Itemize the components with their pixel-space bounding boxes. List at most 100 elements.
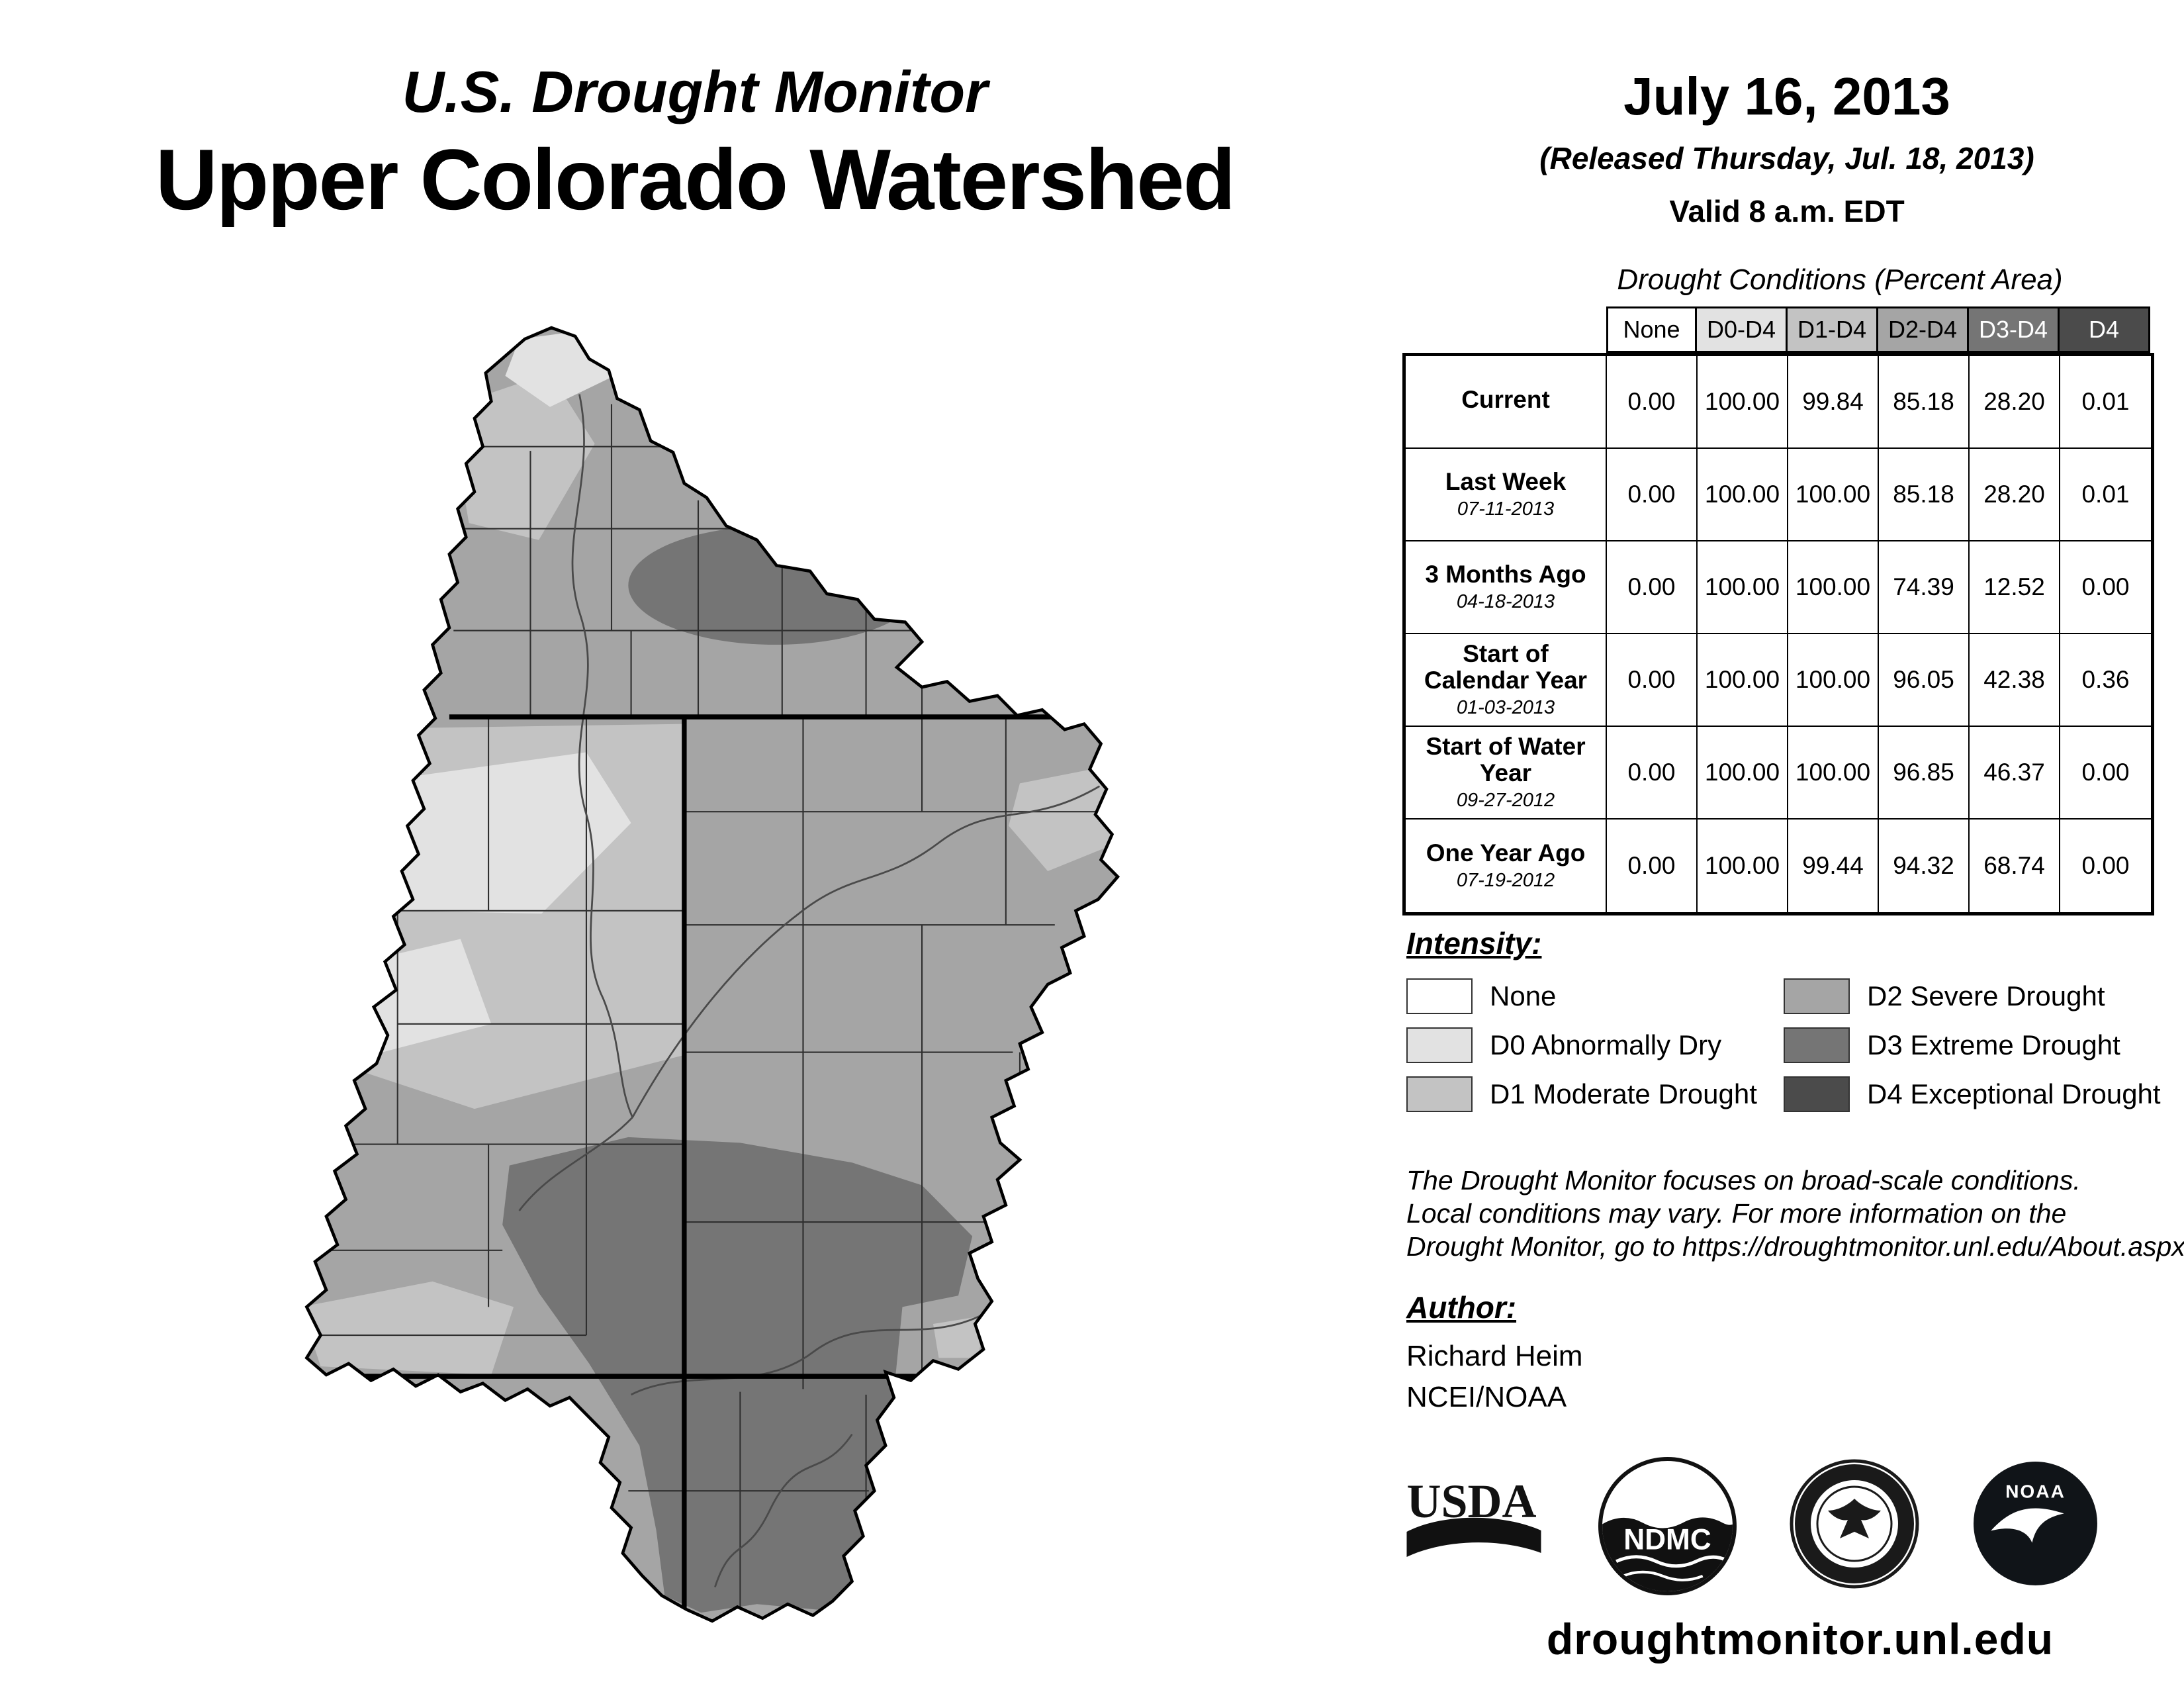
row-label: 3 Months Ago 04-18-2013	[1406, 541, 1607, 634]
ndmc-logo: NDMC	[1596, 1455, 1739, 1598]
table-value: 100.00	[1788, 634, 1879, 727]
table-value: 100.00	[1698, 541, 1788, 634]
commerce-seal-logo	[1788, 1458, 1921, 1590]
row-label: Current	[1406, 356, 1607, 449]
column-header-none: None	[1606, 306, 1697, 353]
table-value: 100.00	[1698, 634, 1788, 727]
table-value: 0.00	[1607, 449, 1698, 541]
d1-region-southwest	[306, 1281, 514, 1375]
d0-region-west-band	[362, 752, 631, 914]
table-value: 96.05	[1879, 634, 1970, 727]
table-value: 0.00	[1607, 820, 1698, 912]
legend-item-d0: D0 Abnormally Dry	[1406, 1027, 1784, 1063]
table-value: 0.00	[2060, 541, 2151, 634]
author-block: Author: Richard Heim NCEI/NOAA	[1406, 1289, 1583, 1414]
column-header-d1d4: D1-D4	[1788, 306, 1878, 353]
noaa-logo: NOAA	[1971, 1459, 2101, 1589]
river-lines	[518, 394, 1101, 1588]
legend-label: D1 Moderate Drought	[1490, 1078, 1757, 1109]
table-value: 0.01	[2060, 356, 2151, 449]
legend-item-d4: D4 Exceptional Drought	[1784, 1076, 2181, 1112]
county-lines	[306, 404, 1118, 1611]
table-value: 85.18	[1879, 449, 1970, 541]
row-label-date: 07-19-2012	[1456, 870, 1555, 892]
table-value: 99.84	[1788, 356, 1879, 449]
report-kicker: U.S. Drought Monitor	[402, 59, 988, 124]
column-header-d2d4: D2-D4	[1878, 306, 1969, 353]
table-value: 100.00	[1698, 727, 1788, 820]
table-value: 100.00	[1788, 727, 1879, 820]
intensity-legend: Intensity: None D2 Severe Drought D0 Abn…	[1406, 925, 2181, 1112]
table-header-row: None D0-D4 D1-D4 D2-D4 D3-D4 D4	[1606, 306, 2150, 353]
table-value: 100.00	[1788, 541, 1879, 634]
drought-conditions-table: Current 0.00 100.00 99.84 85.18 28.20 0.…	[1402, 353, 2154, 915]
ndmc-logo-text: NDMC	[1623, 1524, 1711, 1556]
usda-logo: USDA	[1402, 1475, 1546, 1574]
table-value: 28.20	[1970, 449, 2060, 541]
table-value: 0.00	[1607, 356, 1698, 449]
author-heading: Author:	[1406, 1290, 1517, 1325]
table-value: 0.00	[1607, 727, 1698, 820]
legend-label: None	[1490, 980, 1557, 1011]
d0-swatch	[1406, 1027, 1473, 1063]
d3-swatch	[1784, 1027, 1850, 1063]
row-label-date: 07-11-2013	[1457, 498, 1555, 520]
row-label-text: Start of Calendar Year	[1424, 640, 1588, 694]
legend-label: D3 Extreme Drought	[1867, 1029, 2120, 1060]
table-value: 0.00	[2060, 820, 2151, 912]
d3-region-north	[628, 526, 923, 645]
legend-label: D0 Abnormally Dry	[1490, 1029, 1722, 1060]
table-value: 100.00	[1698, 356, 1788, 449]
table-value: 96.85	[1879, 727, 1970, 820]
noaa-logo-text: NOAA	[2005, 1481, 2066, 1501]
author-org: NCEI/NOAA	[1406, 1381, 1567, 1413]
table-value: 42.38	[1970, 634, 2060, 727]
row-label-date: 04-18-2013	[1456, 591, 1555, 613]
legend-item-d3: D3 Extreme Drought	[1784, 1027, 2181, 1063]
watershed-map-svg	[304, 326, 1120, 1623]
table-value: 0.00	[1607, 541, 1698, 634]
row-label: Start of Calendar Year 01-03-2013	[1406, 634, 1607, 727]
author-name: Richard Heim	[1406, 1340, 1583, 1372]
table-value: 94.32	[1879, 820, 1970, 912]
row-label-text: Current	[1461, 386, 1550, 414]
disclaimer-text: The Drought Monitor focuses on broad-sca…	[1406, 1165, 2184, 1262]
drought-map	[265, 316, 1132, 1632]
map-date: July 16, 2013	[1623, 67, 1950, 126]
table-value: 100.00	[1698, 820, 1788, 912]
d1-region-northwest	[449, 373, 595, 540]
legend-item-none: None	[1406, 978, 1784, 1014]
table-value: 99.44	[1788, 820, 1879, 912]
none-swatch	[1406, 978, 1473, 1014]
column-header-d0d4: D0-D4	[1697, 306, 1788, 353]
table-value: 0.00	[1607, 634, 1698, 727]
watershed-outline	[304, 326, 1120, 1623]
row-label-text: One Year Ago	[1426, 839, 1586, 867]
row-label: Last Week 07-11-2013	[1406, 449, 1607, 541]
row-label-text: Last Week	[1445, 468, 1567, 496]
table-value: 0.01	[2060, 449, 2151, 541]
table-value: 100.00	[1698, 449, 1788, 541]
d1-region-northeast	[1009, 766, 1118, 871]
row-label: One Year Ago 07-19-2012	[1406, 820, 1607, 912]
usda-swoosh-icon	[1406, 1517, 1541, 1557]
table-value: 28.20	[1970, 356, 2060, 449]
column-header-d4: D4	[2060, 306, 2150, 353]
page-title: Upper Colorado Watershed	[155, 131, 1236, 228]
column-header-d3d4: D3-D4	[1969, 306, 2060, 353]
table-title: Drought Conditions (Percent Area)	[1617, 263, 2063, 296]
legend-item-d1: D1 Moderate Drought	[1406, 1076, 1784, 1112]
row-label: Start of Water Year 09-27-2012	[1406, 727, 1607, 820]
seabird-icon	[1991, 1508, 2064, 1543]
legend-label: D4 Exceptional Drought	[1867, 1078, 2161, 1109]
table-value: 0.36	[2060, 634, 2151, 727]
d2-swatch	[1784, 978, 1850, 1014]
release-date: (Released Thursday, Jul. 18, 2013)	[1539, 141, 2034, 175]
table-value: 74.39	[1879, 541, 1970, 634]
legend-title: Intensity:	[1406, 926, 1542, 961]
legend-grid: None D2 Severe Drought D0 Abnormally Dry…	[1406, 978, 2181, 1112]
seal-band	[1795, 1464, 1914, 1583]
row-label-date: 01-03-2013	[1456, 697, 1555, 719]
table-value: 85.18	[1879, 356, 1970, 449]
